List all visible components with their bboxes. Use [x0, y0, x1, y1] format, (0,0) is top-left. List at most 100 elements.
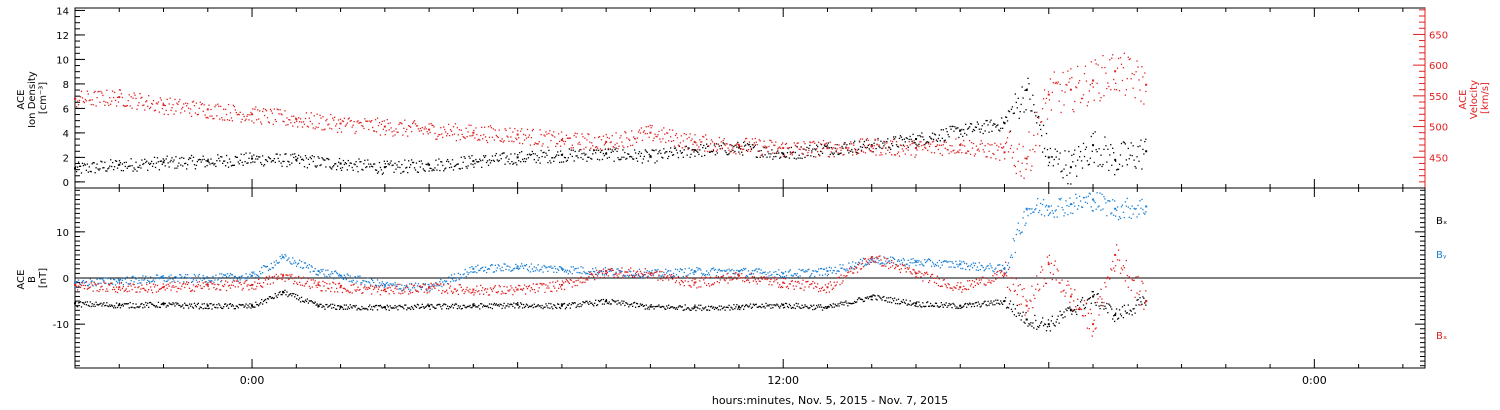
data-point: [602, 135, 605, 137]
data-point: [862, 257, 865, 260]
data-point: [1114, 207, 1117, 210]
data-point: [216, 115, 218, 117]
data-point: [95, 105, 97, 107]
data-point: [457, 272, 459, 275]
data-point: [408, 288, 410, 290]
data-point: [303, 301, 306, 303]
data-point: [333, 306, 335, 309]
data-point: [743, 268, 746, 271]
data-point: [979, 131, 981, 133]
data-point: [364, 159, 366, 161]
data-point: [237, 280, 239, 282]
data-point: [285, 153, 287, 155]
data-point: [371, 306, 373, 308]
data-point: [1079, 200, 1082, 202]
data-point: [477, 161, 479, 163]
data-point: [311, 155, 313, 157]
data-point: [743, 305, 746, 308]
data-point: [925, 261, 927, 264]
data-point: [696, 150, 698, 153]
data-point: [138, 279, 140, 282]
data-point: [877, 262, 879, 264]
data-point: [726, 306, 728, 308]
data-point: [213, 117, 215, 120]
data-point: [877, 294, 879, 297]
data-point: [1111, 164, 1113, 166]
data-point: [897, 151, 900, 153]
data-point: [465, 127, 467, 129]
data-point: [511, 140, 513, 142]
data-point: [228, 275, 231, 277]
data-point: [685, 145, 687, 147]
data-point: [1027, 214, 1029, 217]
data-point: [546, 133, 548, 135]
data-point: [1057, 81, 1059, 83]
data-point: [269, 108, 272, 111]
data-point: [1079, 301, 1082, 303]
data-point: [759, 156, 761, 158]
data-point: [909, 135, 911, 138]
data-point: [489, 125, 492, 127]
data-point: [211, 115, 213, 117]
data-point: [1025, 109, 1027, 111]
data-point: [438, 158, 440, 160]
data-point: [965, 268, 967, 271]
data-point: [866, 296, 868, 298]
data-point: [586, 272, 588, 274]
data-point: [111, 165, 113, 168]
data-point: [472, 160, 475, 163]
data-point: [245, 303, 247, 305]
data-point: [599, 270, 602, 272]
data-point: [528, 153, 531, 155]
data-point: [152, 279, 155, 281]
data-point: [367, 159, 369, 161]
data-point: [870, 298, 872, 301]
data-point: [690, 309, 692, 311]
data-point: [505, 129, 507, 132]
data-point: [1097, 165, 1099, 167]
data-point: [1014, 308, 1016, 310]
data-point: [173, 280, 175, 282]
data-point: [931, 132, 934, 134]
data-point: [115, 302, 118, 304]
data-point: [300, 158, 303, 161]
data-point: [525, 137, 528, 139]
data-point: [914, 302, 917, 305]
data-point: [282, 292, 284, 294]
data-point: [123, 161, 125, 164]
data-point: [976, 121, 979, 123]
data-point: [413, 120, 416, 122]
data-point: [428, 163, 431, 166]
data-point: [459, 168, 461, 170]
data-point: [1057, 205, 1059, 207]
data-point: [208, 307, 210, 310]
data-point: [124, 165, 126, 168]
data-point: [501, 266, 503, 268]
data-point: [923, 138, 925, 141]
data-point: [697, 148, 699, 151]
data-point: [223, 274, 225, 276]
data-point: [660, 152, 662, 155]
data-point: [683, 149, 685, 151]
velocity-tick-label: 600: [1429, 61, 1448, 72]
data-point: [1084, 201, 1087, 203]
data-point: [692, 271, 694, 274]
data-point: [489, 306, 492, 309]
data-point: [1083, 197, 1086, 199]
data-point: [270, 297, 273, 299]
data-point: [524, 160, 527, 163]
data-point: [307, 302, 310, 304]
data-point: [763, 305, 765, 308]
data-point: [740, 269, 742, 271]
data-point: [703, 144, 705, 147]
data-point: [153, 281, 156, 283]
data-point: [300, 260, 303, 263]
data-point: [83, 101, 86, 104]
data-point: [1105, 202, 1107, 204]
data-point: [84, 281, 87, 283]
data-point: [238, 163, 240, 165]
data-point: [943, 260, 945, 262]
data-point: [560, 283, 563, 286]
data-point: [483, 269, 486, 272]
